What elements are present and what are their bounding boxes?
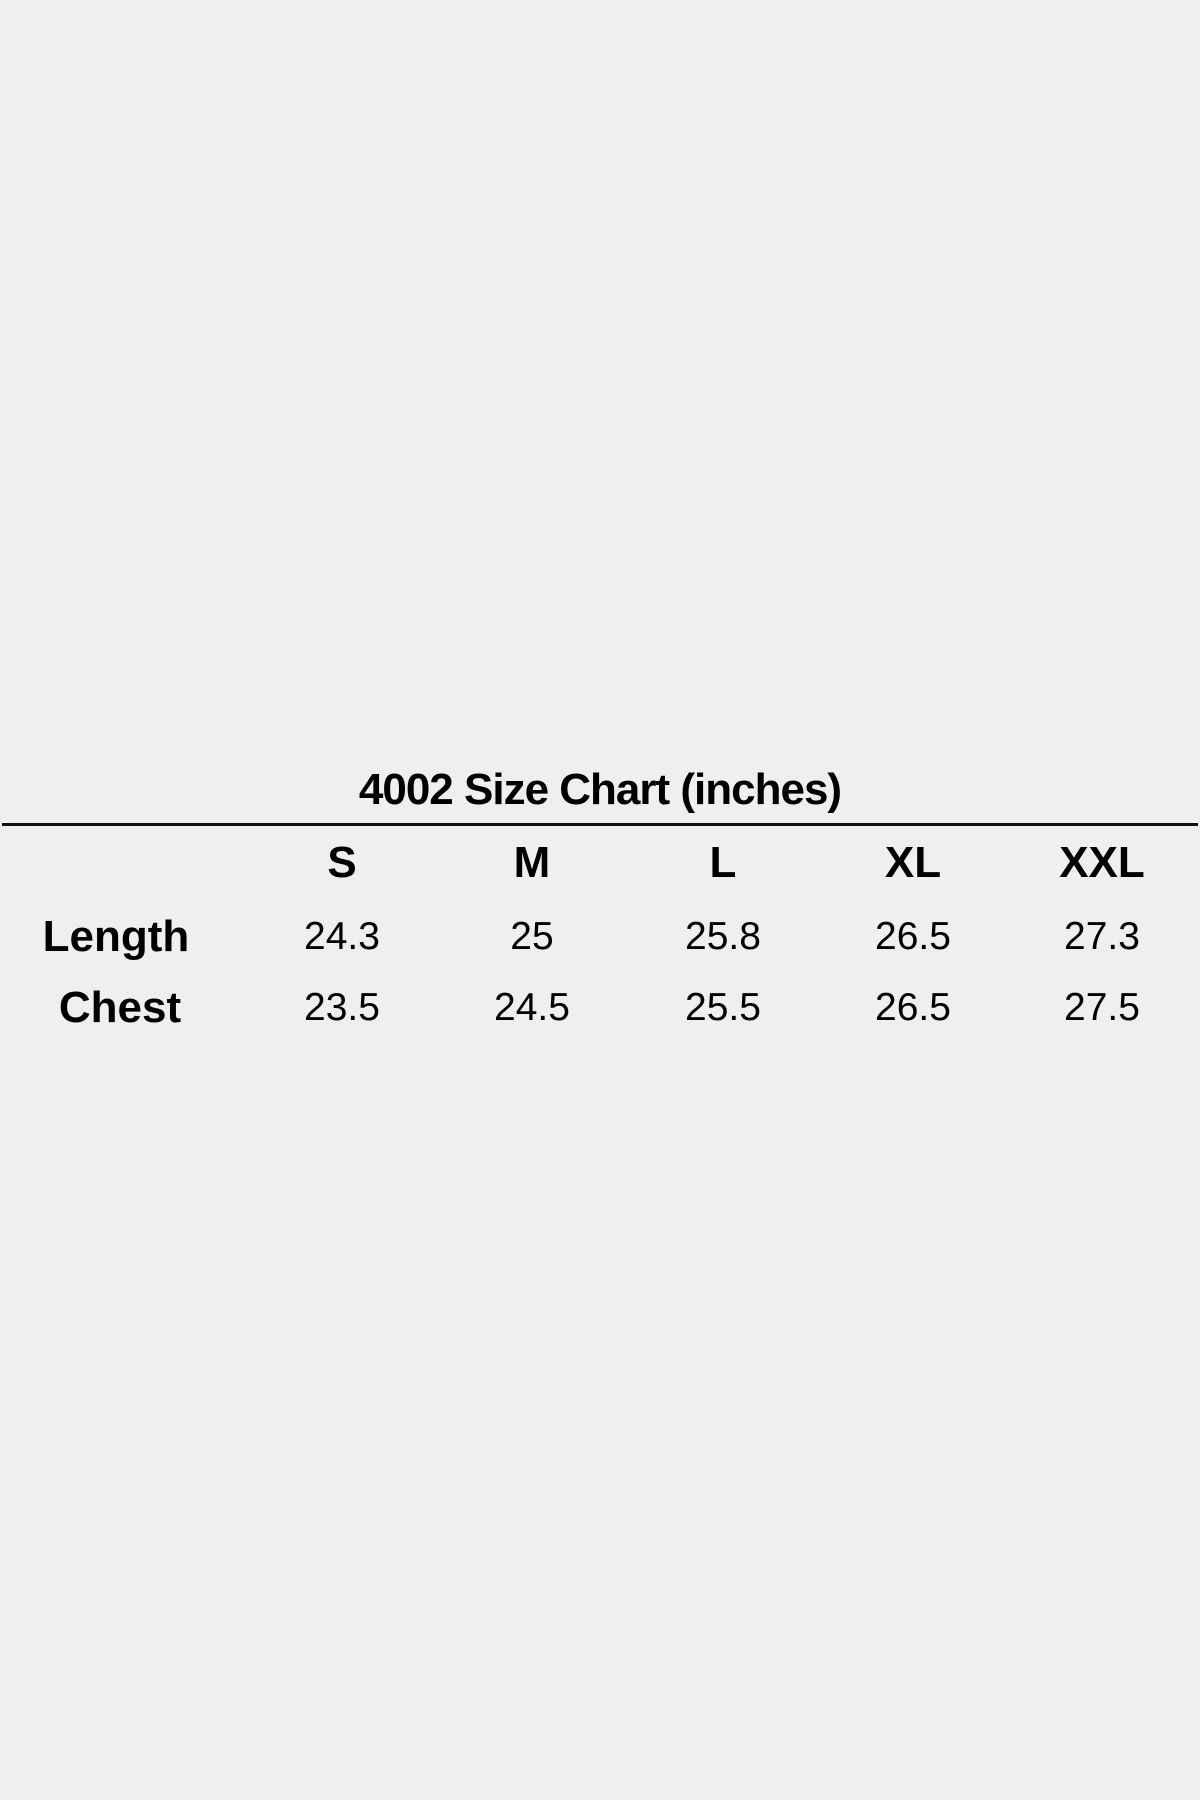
table-cell: 23.5 (304, 986, 380, 1029)
header-divider (2, 823, 1198, 826)
column-header-m: M (513, 838, 551, 887)
table-cell: 25.5 (685, 986, 761, 1029)
row-label-length: Length (42, 912, 190, 961)
column-header-xl: XL (884, 838, 942, 887)
table-cell: 24.5 (494, 986, 570, 1029)
column-header-s: S (327, 838, 357, 887)
size-chart-title: 4002 Size Chart (inches) (358, 765, 842, 814)
table-cell: 27.5 (1064, 986, 1140, 1029)
table-cell: 24.3 (304, 915, 380, 958)
column-header-xxl: XXL (1059, 838, 1145, 887)
table-cell: 25 (510, 915, 554, 958)
table-cell: 27.3 (1064, 915, 1140, 958)
table-cell: 25.8 (685, 915, 761, 958)
row-label-chest: Chest (58, 983, 182, 1032)
table-cell: 26.5 (875, 986, 951, 1029)
table-cell: 26.5 (875, 915, 951, 958)
column-header-l: L (709, 838, 737, 887)
